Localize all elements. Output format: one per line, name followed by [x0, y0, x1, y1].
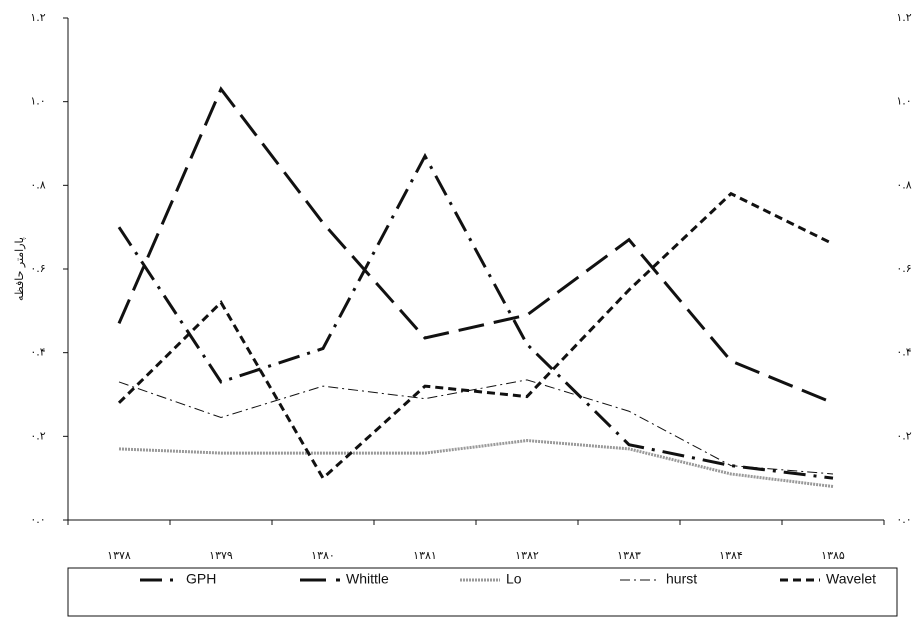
y-tick-label: ۰.۴: [30, 346, 45, 359]
y-tick-label: ۱.۰: [30, 95, 45, 108]
x-tick-label: ۱۳۸۴: [719, 549, 743, 562]
y2-tick-label: ۰.۶: [896, 262, 911, 275]
y2-tick-label: ۱.۲: [896, 11, 911, 24]
y2-tick-label: ۰.۴: [896, 346, 911, 359]
y-tick-label: ۰.۸: [30, 178, 45, 191]
legend-box: [67, 567, 898, 617]
x-tick-label: ۱۳۷۹: [209, 549, 233, 562]
series-line: [117, 86, 834, 405]
x-tick-label: ۱۳۸۲: [515, 549, 539, 562]
y-tick-label: ۰.۲: [30, 429, 45, 442]
x-tick-label: ۱۳۷۸: [107, 549, 131, 562]
y-axis-title: پارامتر حافظه: [13, 237, 26, 301]
series-line: [117, 191, 834, 481]
y-tick-label: ۰.۶: [30, 262, 45, 275]
series-line: [118, 439, 834, 489]
legend-label: hurst: [666, 571, 697, 587]
series-line: [118, 379, 834, 475]
x-tick-label: ۱۳۸۳: [617, 549, 641, 562]
y2-tick-label: ۰.۲: [896, 429, 911, 442]
y-tick-label: ۰.۰: [30, 513, 45, 526]
series-line: [117, 152, 834, 480]
legend-label: GPH: [186, 571, 216, 587]
x-tick-label: ۱۳۸۵: [821, 549, 845, 562]
legend-label: Lo: [506, 571, 522, 587]
legend-label: Whittle: [346, 571, 389, 587]
y2-tick-label: ۰.۰: [896, 513, 911, 526]
y2-tick-label: ۱.۰: [896, 95, 911, 108]
legend-label: Wavelet: [826, 571, 876, 587]
y-tick-label: ۱.۲: [30, 11, 45, 24]
x-tick-label: ۱۳۸۱: [413, 549, 437, 562]
x-tick-label: ۱۳۸۰: [311, 549, 335, 562]
y2-tick-label: ۰.۸: [896, 178, 911, 191]
